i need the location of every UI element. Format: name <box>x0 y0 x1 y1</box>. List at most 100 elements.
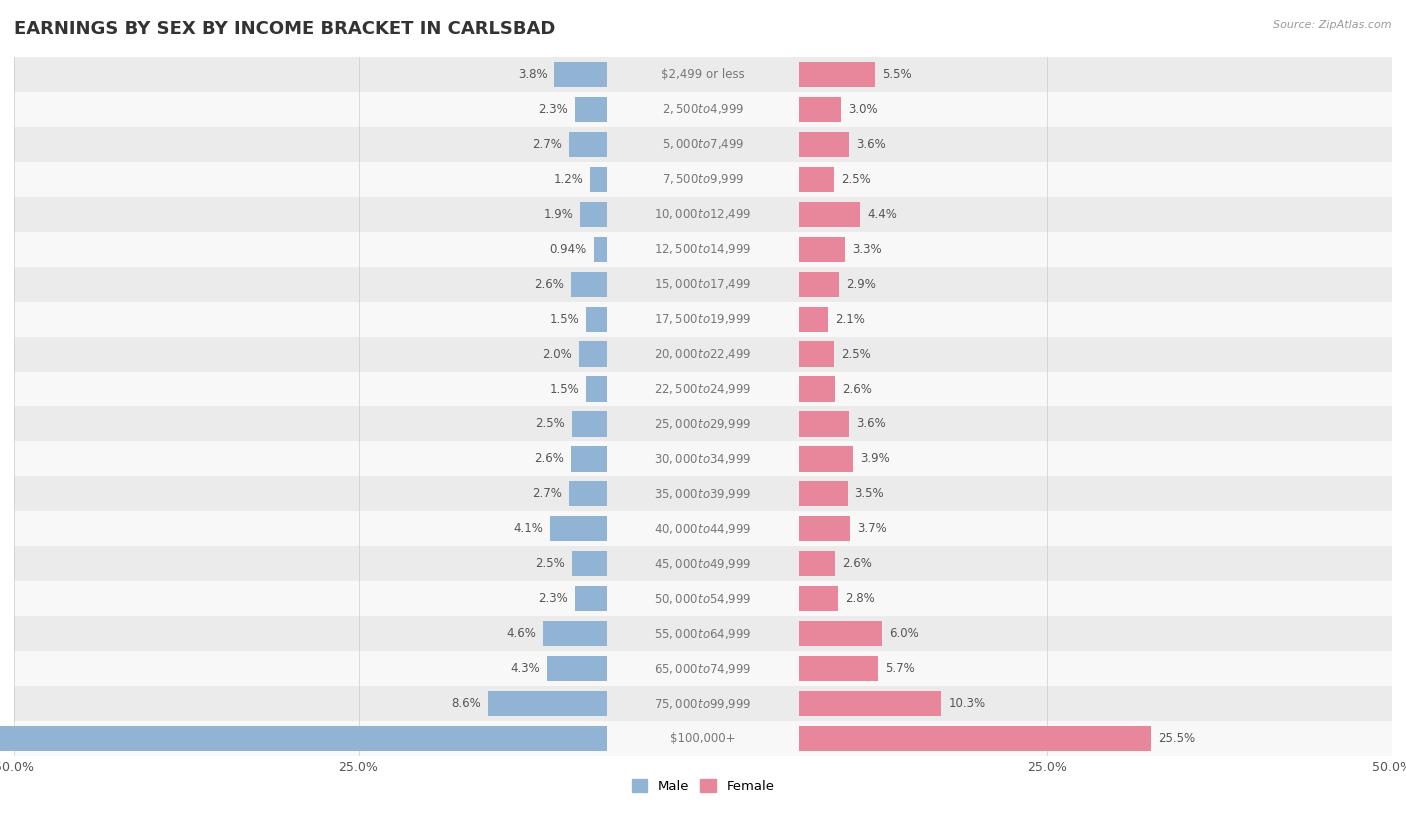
Text: $65,000 to $74,999: $65,000 to $74,999 <box>654 662 752 676</box>
Bar <box>569 481 606 506</box>
Text: $15,000 to $17,499: $15,000 to $17,499 <box>654 277 752 291</box>
Text: 2.6%: 2.6% <box>842 558 872 570</box>
Text: $30,000 to $34,999: $30,000 to $34,999 <box>654 452 752 466</box>
Text: 1.2%: 1.2% <box>553 173 583 185</box>
Bar <box>800 551 835 576</box>
Text: 2.9%: 2.9% <box>846 278 876 290</box>
Text: $20,000 to $22,499: $20,000 to $22,499 <box>654 347 752 361</box>
Text: 0.94%: 0.94% <box>550 243 586 255</box>
Text: 2.5%: 2.5% <box>841 173 870 185</box>
Text: $25,000 to $29,999: $25,000 to $29,999 <box>654 417 752 431</box>
Text: 2.5%: 2.5% <box>841 348 870 360</box>
Text: 3.8%: 3.8% <box>517 68 547 80</box>
Bar <box>14 372 1392 406</box>
Text: 3.3%: 3.3% <box>852 243 882 255</box>
Bar <box>14 546 1392 581</box>
Text: 6.0%: 6.0% <box>889 628 918 640</box>
Bar <box>800 376 835 402</box>
Text: $7,500 to $9,999: $7,500 to $9,999 <box>662 172 744 186</box>
Bar <box>800 341 834 367</box>
Text: 2.7%: 2.7% <box>533 488 562 500</box>
Bar <box>593 237 606 262</box>
Bar <box>14 651 1392 686</box>
Bar <box>591 167 606 192</box>
Bar <box>800 621 882 646</box>
Text: $22,500 to $24,999: $22,500 to $24,999 <box>654 382 752 396</box>
Text: $75,000 to $99,999: $75,000 to $99,999 <box>654 697 752 711</box>
Bar <box>800 237 845 262</box>
Bar <box>800 202 860 227</box>
Text: 2.8%: 2.8% <box>845 593 875 605</box>
Bar <box>800 481 848 506</box>
Bar <box>800 62 875 87</box>
Text: 1.5%: 1.5% <box>550 383 579 395</box>
Text: 5.7%: 5.7% <box>884 663 915 675</box>
Text: 2.0%: 2.0% <box>543 348 572 360</box>
Text: $2,500 to $4,999: $2,500 to $4,999 <box>662 102 744 116</box>
Text: 3.0%: 3.0% <box>848 103 877 115</box>
Text: $35,000 to $39,999: $35,000 to $39,999 <box>654 487 752 501</box>
Bar <box>14 441 1392 476</box>
Bar <box>14 302 1392 337</box>
Bar <box>586 376 606 402</box>
Bar <box>800 446 853 472</box>
Bar <box>571 272 606 297</box>
Bar <box>14 57 1392 92</box>
Text: 2.3%: 2.3% <box>538 593 568 605</box>
Text: 2.5%: 2.5% <box>536 418 565 430</box>
Text: 10.3%: 10.3% <box>948 698 986 710</box>
Bar <box>569 132 606 157</box>
Text: $45,000 to $49,999: $45,000 to $49,999 <box>654 557 752 571</box>
Bar <box>800 516 851 541</box>
Bar <box>800 307 828 332</box>
Text: 4.3%: 4.3% <box>510 663 540 675</box>
Text: $10,000 to $12,499: $10,000 to $12,499 <box>654 207 752 221</box>
Bar <box>800 586 838 611</box>
Bar <box>14 511 1392 546</box>
Text: 2.6%: 2.6% <box>534 453 564 465</box>
Bar <box>586 307 606 332</box>
Text: $2,499 or less: $2,499 or less <box>661 68 745 80</box>
Bar <box>14 476 1392 511</box>
Bar <box>543 621 606 646</box>
Text: 1.9%: 1.9% <box>544 208 574 220</box>
Bar <box>572 551 606 576</box>
Bar <box>14 686 1392 721</box>
Bar <box>554 62 606 87</box>
Bar <box>14 267 1392 302</box>
Text: 5.5%: 5.5% <box>882 68 911 80</box>
Bar <box>14 197 1392 232</box>
Bar <box>488 691 606 716</box>
Text: $100,000+: $100,000+ <box>671 733 735 745</box>
Text: $17,500 to $19,999: $17,500 to $19,999 <box>654 312 752 326</box>
Text: 2.7%: 2.7% <box>533 138 562 150</box>
Bar <box>547 656 606 681</box>
Bar <box>800 656 877 681</box>
Bar <box>14 616 1392 651</box>
Bar <box>800 411 849 437</box>
Text: $50,000 to $54,999: $50,000 to $54,999 <box>654 592 752 606</box>
Bar <box>14 92 1392 127</box>
Bar <box>800 97 841 122</box>
Text: Source: ZipAtlas.com: Source: ZipAtlas.com <box>1274 20 1392 30</box>
Text: 4.4%: 4.4% <box>868 208 897 220</box>
Text: 3.9%: 3.9% <box>860 453 890 465</box>
Bar <box>14 406 1392 441</box>
Text: 8.6%: 8.6% <box>451 698 481 710</box>
Text: 2.5%: 2.5% <box>536 558 565 570</box>
Bar <box>14 337 1392 372</box>
Text: 3.6%: 3.6% <box>856 418 886 430</box>
Text: 2.3%: 2.3% <box>538 103 568 115</box>
Text: EARNINGS BY SEX BY INCOME BRACKET IN CARLSBAD: EARNINGS BY SEX BY INCOME BRACKET IN CAR… <box>14 20 555 38</box>
Bar <box>800 691 942 716</box>
Text: 2.6%: 2.6% <box>534 278 564 290</box>
Bar <box>14 581 1392 616</box>
Text: 3.6%: 3.6% <box>856 138 886 150</box>
Bar <box>0 726 606 751</box>
Text: 4.6%: 4.6% <box>506 628 536 640</box>
Bar <box>581 202 606 227</box>
Text: 3.7%: 3.7% <box>858 523 887 535</box>
Text: 2.6%: 2.6% <box>842 383 872 395</box>
Text: 3.5%: 3.5% <box>855 488 884 500</box>
Text: 2.1%: 2.1% <box>835 313 865 325</box>
